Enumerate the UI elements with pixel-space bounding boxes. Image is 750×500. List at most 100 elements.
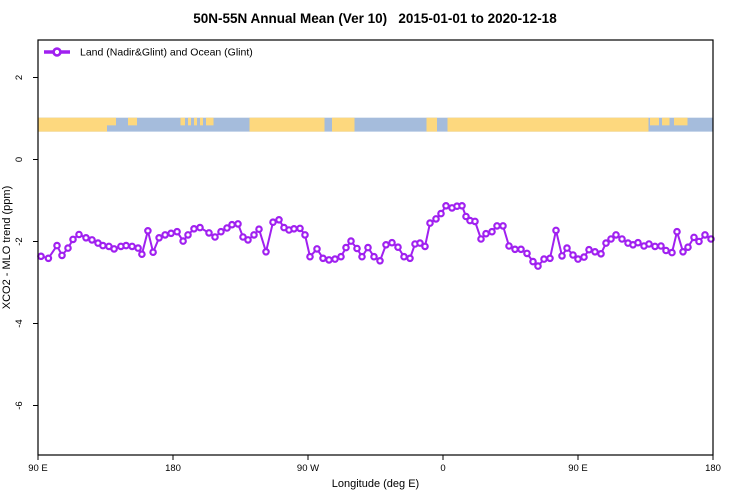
axes: 90 E 180 90 W 0 90 E 180 2 0 -2 -4 -6 Longitude (de… <box>1 75 721 490</box>
data-point-marker <box>602 239 610 247</box>
y-tick-label: 2 <box>14 75 25 80</box>
data-point-marker <box>442 202 450 210</box>
data-point-marker <box>517 245 525 254</box>
data-point-marker <box>534 262 542 270</box>
data-point-marker <box>558 252 566 260</box>
data-point-marker <box>529 257 537 266</box>
data-point-marker <box>149 248 157 257</box>
data-point-marker <box>155 234 163 242</box>
land-segment <box>426 117 437 132</box>
data-point-marker <box>88 236 96 244</box>
data-point-marker <box>618 235 626 243</box>
land-speckle <box>107 117 116 126</box>
data-point-marker <box>597 250 605 258</box>
legend-label: Land (Nadir&Glint) and Ocean (Glint) <box>80 47 253 59</box>
land-speckle <box>674 117 688 126</box>
data-point-marker <box>69 235 77 244</box>
data-point-marker <box>138 250 146 259</box>
land-speckle <box>180 117 185 126</box>
data-point-marker <box>482 229 490 238</box>
data-point-marker <box>580 253 588 261</box>
data-point-marker <box>134 244 142 252</box>
data-point-marker <box>313 245 321 253</box>
data-point-marker <box>275 216 283 224</box>
data-point-marker <box>607 235 615 243</box>
data-point-marker <box>296 224 304 233</box>
data-point-marker <box>416 239 424 247</box>
data-point-marker <box>353 244 361 253</box>
land-segment <box>447 117 649 132</box>
data-point-marker <box>37 252 45 261</box>
data-point-marker <box>437 209 445 218</box>
data-point-marker <box>382 241 390 249</box>
plot-frame <box>37 39 714 456</box>
data-point-marker <box>99 241 107 250</box>
land-speckle <box>188 117 191 126</box>
data-point-marker <box>462 212 470 221</box>
data-point-marker <box>250 231 258 239</box>
legend-marker-icon <box>52 47 62 57</box>
chart-title: 50N-55N Annual Mean (Ver 10) 2015-01-01 … <box>193 11 557 26</box>
data-point-marker <box>421 242 429 251</box>
data-point-marker <box>75 230 83 239</box>
data-point-marker <box>167 229 175 238</box>
data-point-marker <box>217 227 225 236</box>
y-tick-label: -2 <box>14 237 25 245</box>
data-point-marker <box>58 251 66 260</box>
data-point-marker <box>662 246 670 255</box>
data-point-marker <box>161 231 169 239</box>
data-point-marker <box>376 256 384 265</box>
data-point-marker <box>612 231 620 239</box>
data-point-marker <box>144 227 152 235</box>
data-point-marker <box>319 254 327 263</box>
data-point-marker <box>523 249 531 258</box>
data-point-marker <box>634 238 642 247</box>
data-point-marker <box>707 235 715 243</box>
data-point-marker <box>511 245 519 254</box>
data-point-marker <box>234 220 242 228</box>
data-point-marker <box>668 248 676 257</box>
data-series <box>37 202 715 270</box>
data-point-marker <box>673 227 681 236</box>
data-point-marker <box>306 252 314 261</box>
data-point-marker <box>591 248 599 256</box>
x-tick-label: 0 <box>440 463 445 474</box>
data-point-marker <box>695 237 703 246</box>
data-point-marker <box>657 242 665 250</box>
data-point-marker <box>585 245 593 254</box>
data-point-marker <box>179 237 187 245</box>
data-point-marker <box>358 252 366 261</box>
data-point-marker <box>347 237 355 245</box>
data-point-marker <box>458 202 466 210</box>
x-tick-label: 90 E <box>568 463 588 474</box>
data-point-marker <box>228 220 236 229</box>
data-point-marker <box>211 233 219 241</box>
land-speckle <box>662 117 670 126</box>
data-point-marker <box>205 229 213 237</box>
x-tick-label: 180 <box>165 463 181 474</box>
data-point-marker <box>331 255 339 263</box>
data-point-marker <box>645 240 653 248</box>
x-axis-label: Longitude (deg E) <box>332 478 419 490</box>
data-point-marker <box>690 233 698 242</box>
data-point-marker <box>406 254 414 263</box>
data-point-marker <box>244 236 252 244</box>
y-tick-label: -4 <box>14 319 25 327</box>
land-segment <box>332 117 355 132</box>
data-point-marker <box>471 217 479 226</box>
data-point-marker <box>44 254 53 263</box>
data-point-marker <box>184 231 192 239</box>
data-point-marker <box>499 222 507 230</box>
data-point-marker <box>477 235 485 243</box>
data-point-marker <box>505 242 513 250</box>
data-point-marker <box>574 255 582 263</box>
data-point-marker <box>223 224 231 232</box>
data-point-marker <box>196 223 204 232</box>
data-point-marker <box>394 243 402 252</box>
data-point-marker <box>651 242 659 251</box>
data-point-marker <box>173 227 181 236</box>
data-point-marker <box>701 231 709 239</box>
land-speckle <box>128 117 137 126</box>
data-point-marker <box>82 234 90 242</box>
